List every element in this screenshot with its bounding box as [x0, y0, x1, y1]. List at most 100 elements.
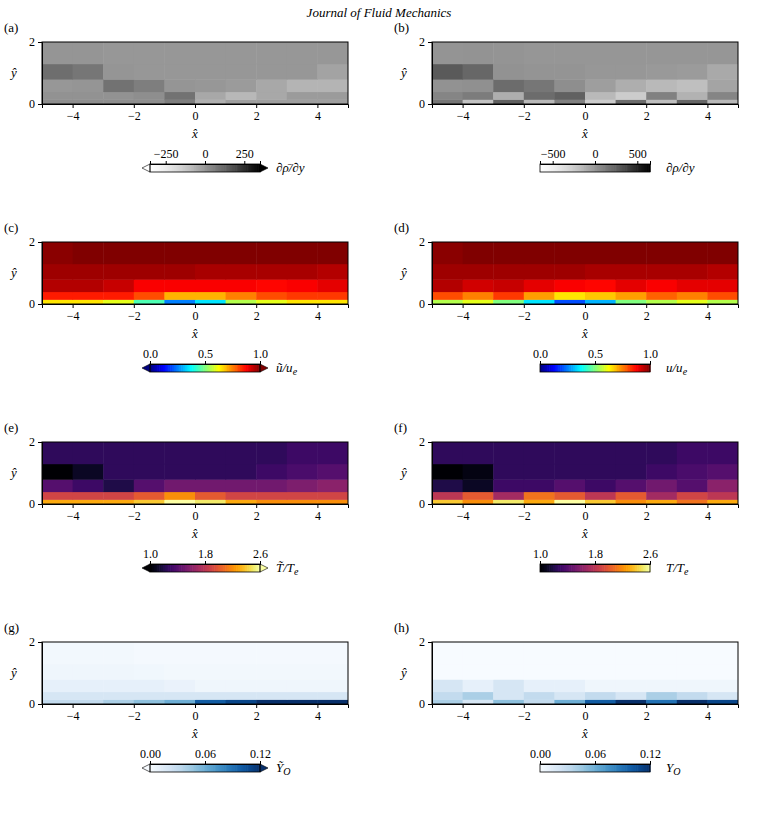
x-tick-label: 0	[193, 109, 199, 123]
cell	[134, 479, 165, 492]
cell	[677, 79, 708, 92]
y-tick-label: 2	[419, 35, 425, 49]
x-tick: 0	[583, 104, 589, 123]
cell	[616, 42, 647, 64]
cell	[646, 242, 677, 264]
cell	[585, 99, 616, 104]
colorbar-frame	[150, 164, 260, 172]
cell	[646, 642, 677, 664]
colorbar-label: ũ/ue	[276, 360, 298, 377]
x-tick-label: 2	[644, 509, 650, 523]
cell	[134, 42, 165, 64]
y-axis-title: ŷ	[399, 465, 407, 480]
cell	[164, 42, 195, 64]
cell	[493, 479, 524, 492]
cell	[616, 242, 647, 264]
colorbar-extend	[142, 164, 150, 172]
cell	[164, 464, 195, 480]
colorbar-axis: 0.00.51.0	[533, 347, 658, 365]
colorbar-extend	[142, 764, 150, 772]
cell	[317, 699, 348, 704]
cell	[256, 299, 287, 304]
y-tick: 2	[419, 235, 432, 249]
x-tick-label: −4	[67, 709, 80, 723]
cell	[287, 479, 318, 492]
colorbar-axis-line	[151, 561, 261, 565]
y-axis-title: ŷ	[9, 265, 17, 280]
colorbar-tick: −500	[541, 147, 566, 164]
cell	[585, 664, 616, 680]
colorbar-axis-line	[151, 761, 261, 765]
cell	[432, 479, 463, 492]
y-tick-mark	[38, 704, 42, 705]
cell	[287, 64, 318, 80]
x-axis: −4−2024	[433, 704, 739, 723]
x-axis-title: x̂	[581, 526, 588, 541]
colorbar-tick-mark	[205, 761, 206, 764]
cell	[616, 699, 647, 704]
cell	[432, 264, 463, 280]
x-tick-mark	[585, 104, 586, 108]
x-tick-label: −2	[128, 309, 141, 323]
plot-frame	[42, 42, 348, 104]
cell	[554, 299, 585, 304]
cell	[707, 492, 738, 500]
cell	[707, 499, 738, 504]
x-tick: −4	[457, 704, 470, 723]
x-tick-label: 4	[315, 509, 321, 523]
cell	[103, 92, 134, 100]
cell	[707, 679, 738, 692]
cell	[432, 492, 463, 500]
cell	[646, 99, 677, 104]
x-tick: 4	[705, 504, 711, 523]
colorbar-tick-label: 2.6	[643, 547, 658, 561]
cell	[195, 292, 226, 300]
y-axis: 02	[419, 235, 433, 311]
cell	[134, 242, 165, 264]
cell	[195, 699, 226, 704]
cell	[164, 442, 195, 464]
cell	[317, 664, 348, 680]
x-tick-mark	[134, 704, 135, 708]
y-axis: 02	[29, 235, 43, 311]
x-tick-label: 4	[315, 109, 321, 123]
colorbar: 0.000.060.12ỸO	[140, 747, 290, 777]
x-tick-mark	[73, 104, 74, 108]
x-tick-mark	[707, 504, 708, 508]
cell	[287, 292, 318, 300]
cell	[164, 679, 195, 692]
panel-letter: (d)	[394, 220, 409, 235]
cell	[585, 499, 616, 504]
cell	[42, 499, 73, 504]
cell	[42, 692, 73, 700]
colorbar-tick-mark	[244, 161, 245, 164]
x-axis-line	[433, 505, 739, 509]
colorbar-label-sub: e	[683, 366, 688, 377]
cell	[677, 464, 708, 480]
colorbar: 1.01.82.6T/Te	[533, 547, 689, 577]
cell	[493, 79, 524, 92]
cell	[73, 279, 104, 292]
cell	[164, 299, 195, 304]
cell	[707, 442, 738, 464]
x-tick-mark	[463, 104, 464, 108]
cell	[463, 264, 494, 280]
colorbar-tick: 1.8	[588, 547, 603, 564]
cell	[287, 499, 318, 504]
cell	[256, 79, 287, 92]
cell	[164, 692, 195, 700]
cell	[707, 92, 738, 100]
colorbar-tick: 0.0	[533, 347, 548, 364]
cell	[226, 442, 257, 464]
colorbar-extend	[260, 164, 268, 172]
cell	[554, 464, 585, 480]
cell	[256, 92, 287, 100]
cell	[73, 479, 104, 492]
cell	[42, 292, 73, 300]
x-tick-mark	[73, 304, 74, 308]
cell	[646, 292, 677, 300]
x-tick: 2	[644, 304, 650, 323]
cell	[195, 42, 226, 64]
colorbar-tick-mark	[595, 361, 596, 364]
x-axis-title: x̂	[191, 726, 198, 741]
